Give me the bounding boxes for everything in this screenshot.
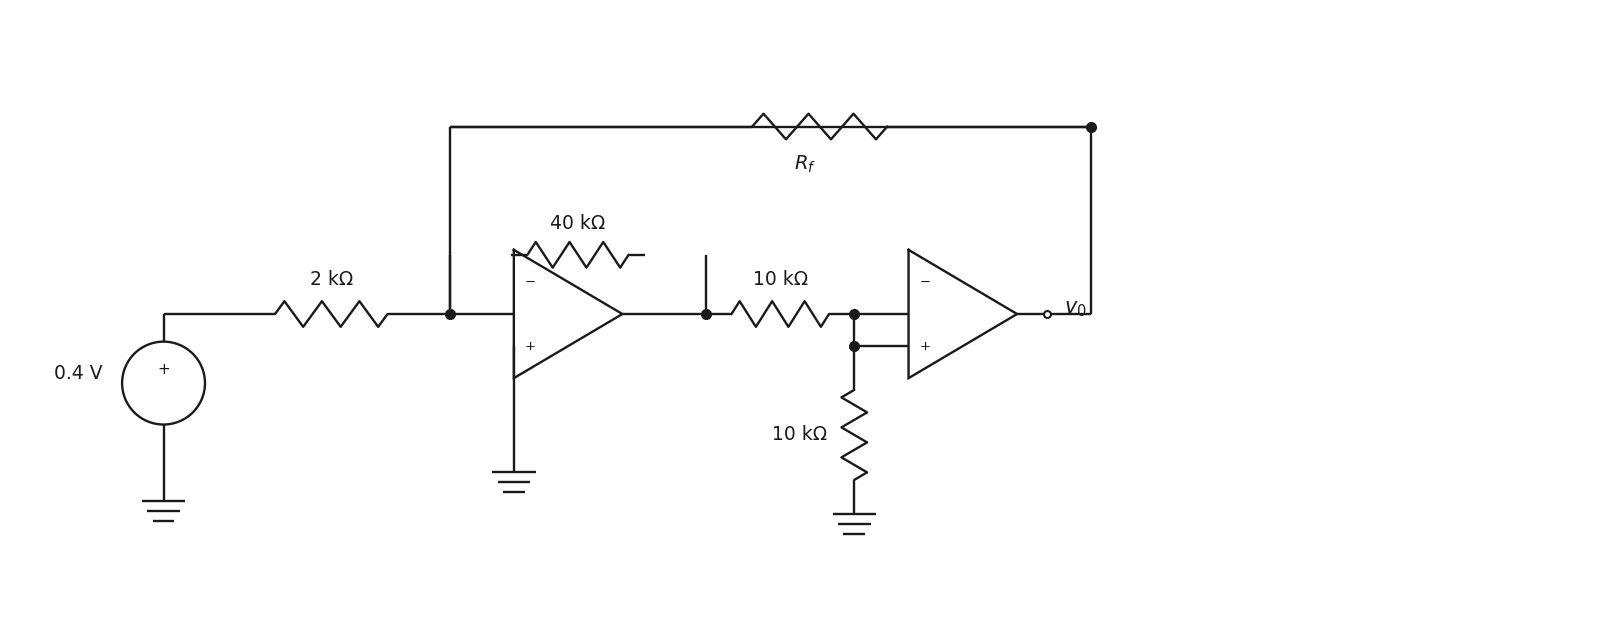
Text: 10 kΩ: 10 kΩ (752, 270, 808, 289)
Text: +: + (525, 340, 536, 353)
Text: $R_f$: $R_f$ (794, 154, 816, 175)
Text: +: + (920, 340, 931, 353)
Text: $v_0$: $v_0$ (1064, 299, 1086, 319)
Text: 10 kΩ: 10 kΩ (771, 425, 827, 444)
Text: 0.4 V: 0.4 V (54, 364, 102, 382)
Text: +: + (157, 362, 170, 377)
Text: −: − (920, 276, 931, 289)
Text: 2 kΩ: 2 kΩ (310, 270, 354, 289)
Text: −: − (525, 276, 536, 289)
Text: 40 kΩ: 40 kΩ (550, 214, 606, 233)
